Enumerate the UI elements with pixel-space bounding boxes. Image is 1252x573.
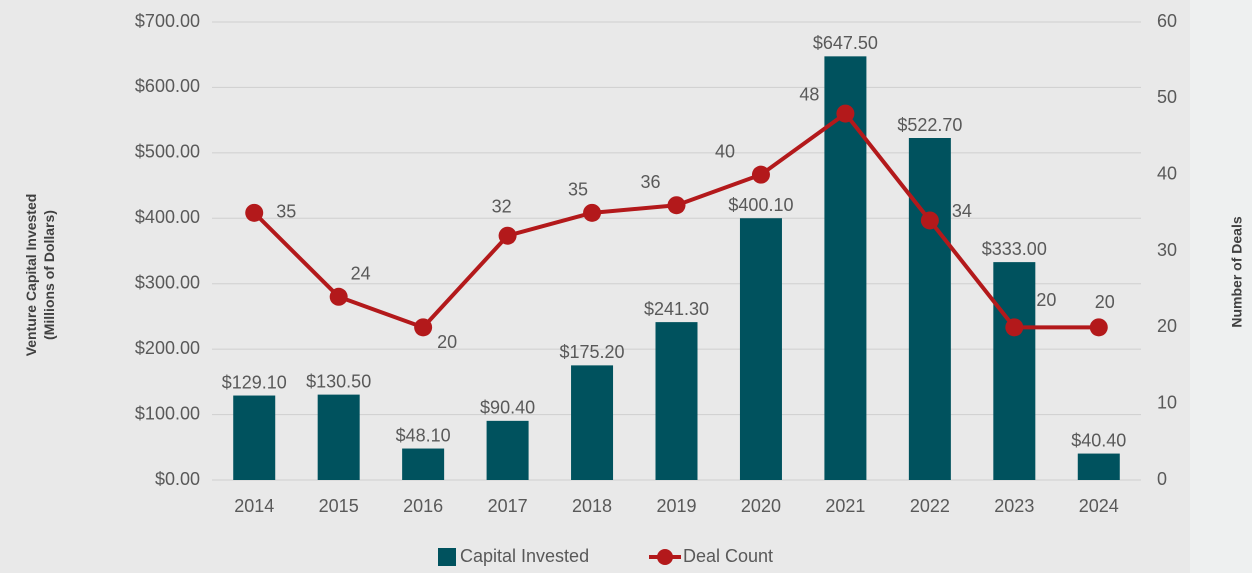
- line-point: [836, 104, 855, 123]
- bar: [402, 448, 445, 480]
- y-tick-label: $200.00: [135, 338, 200, 358]
- line-value-label: 35: [276, 202, 296, 222]
- line-point: [329, 287, 348, 306]
- y-tick-label: $400.00: [135, 207, 200, 227]
- side-panel: [1190, 0, 1252, 573]
- line-point: [920, 211, 939, 230]
- bar: [739, 218, 782, 481]
- y2-axis-title: Number of Deals: [1229, 216, 1245, 327]
- line-value-label: 36: [640, 172, 660, 192]
- line-value-label: 34: [952, 201, 972, 221]
- x-tick-label: 2015: [319, 496, 359, 516]
- bar-value-label: $333.00: [982, 239, 1047, 259]
- legend-swatch: [438, 548, 456, 566]
- line-value-label: 35: [568, 180, 588, 200]
- y2-tick-label: 10: [1157, 392, 1177, 412]
- line-point: [1005, 318, 1024, 337]
- y2-tick-label: 60: [1157, 11, 1177, 31]
- bar-value-label: $400.10: [728, 195, 793, 215]
- line-value-label: 24: [351, 264, 371, 284]
- y-tick-label: $100.00: [135, 403, 200, 423]
- x-tick-label: 2014: [234, 496, 274, 516]
- bar: [233, 395, 276, 480]
- bar-value-label: $40.40: [1071, 430, 1126, 450]
- line-value-label: 40: [715, 141, 735, 161]
- x-tick-label: 2023: [994, 496, 1034, 516]
- y-tick-label: $500.00: [135, 142, 200, 162]
- line-point: [1089, 318, 1108, 337]
- y-axis-title: Venture Capital Invested (Millions of Dol…: [23, 194, 57, 357]
- line-value-label: 20: [1095, 292, 1115, 312]
- x-tick-label: 2022: [910, 496, 950, 516]
- bar: [993, 262, 1036, 480]
- y2-tick-label: 40: [1157, 163, 1177, 183]
- line-value-label: 20: [1036, 290, 1056, 310]
- line: [252, 111, 1099, 330]
- line-point: [414, 318, 433, 337]
- line-value-label: 48: [799, 84, 819, 104]
- y2-tick-label: 50: [1157, 87, 1177, 107]
- y-tick-label: $700.00: [135, 11, 200, 31]
- bar-value-label: $241.30: [644, 299, 709, 319]
- x-tick-label: 2020: [741, 496, 781, 516]
- bar: [824, 56, 867, 480]
- y2-tick-label: 0: [1157, 469, 1167, 489]
- bar-value-label: $647.50: [813, 33, 878, 53]
- x-tick-label: 2017: [488, 496, 528, 516]
- bar: [1077, 453, 1120, 480]
- y2-tick-label: 30: [1157, 240, 1177, 260]
- y-tick-label: $600.00: [135, 76, 200, 96]
- x-tick-label: 2024: [1079, 496, 1119, 516]
- line-point: [245, 203, 264, 222]
- y2-tick-label: 20: [1157, 316, 1177, 336]
- line-point: [751, 165, 770, 184]
- bar-value-label: $522.70: [897, 115, 962, 135]
- bar: [655, 322, 698, 480]
- bar: [908, 138, 951, 480]
- line-point: [583, 203, 602, 222]
- x-tick-label: 2021: [825, 496, 865, 516]
- x-tick-label: 2016: [403, 496, 443, 516]
- bar-value-label: $90.40: [480, 398, 535, 418]
- bar: [317, 394, 360, 480]
- y-tick-label: $0.00: [155, 469, 200, 489]
- legend-label: Capital Invested: [460, 546, 589, 566]
- bar: [571, 365, 614, 480]
- legend-label: Deal Count: [683, 546, 773, 566]
- line-value-label: 20: [437, 332, 457, 352]
- x-tick-label: 2019: [656, 496, 696, 516]
- y-tick-label: $300.00: [135, 272, 200, 292]
- bar-value-label: $129.10: [222, 372, 287, 392]
- x-tick-label: 2018: [572, 496, 612, 516]
- line-point: [498, 226, 517, 245]
- bar-value-label: $175.20: [560, 342, 625, 362]
- legend-swatch: [657, 549, 673, 565]
- line-value-label: 32: [492, 196, 512, 216]
- line-point: [667, 196, 686, 215]
- bar: [486, 420, 529, 480]
- bar-value-label: $130.50: [306, 371, 371, 391]
- bar-value-label: $48.10: [396, 425, 451, 445]
